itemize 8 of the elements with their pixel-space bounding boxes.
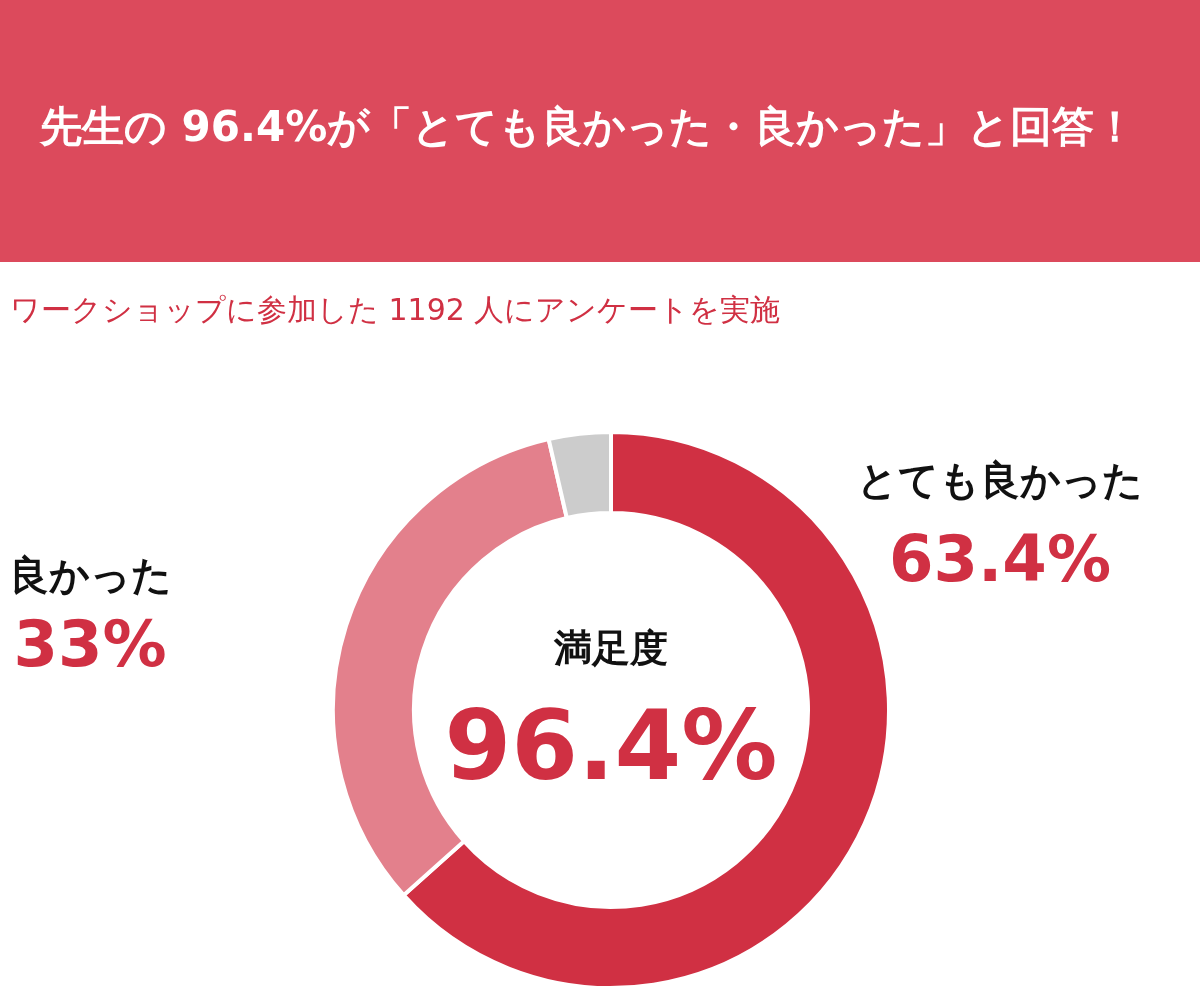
chart-subtitle: ワークショップに参加した 1192 人にアンケートを実施 (9, 291, 782, 329)
slice-label: とても良かった (857, 457, 1143, 503)
chart-title: 先生の 96.4%が「とても良かった・良かった」と回答！ (0, 0, 1200, 262)
slice-label: 良かった (8, 552, 172, 598)
data-label: 63.4% (888, 522, 1112, 596)
data-label: 33% (13, 607, 167, 681)
text: 96.4% (444, 690, 778, 802)
text: 満足度 (553, 626, 668, 670)
